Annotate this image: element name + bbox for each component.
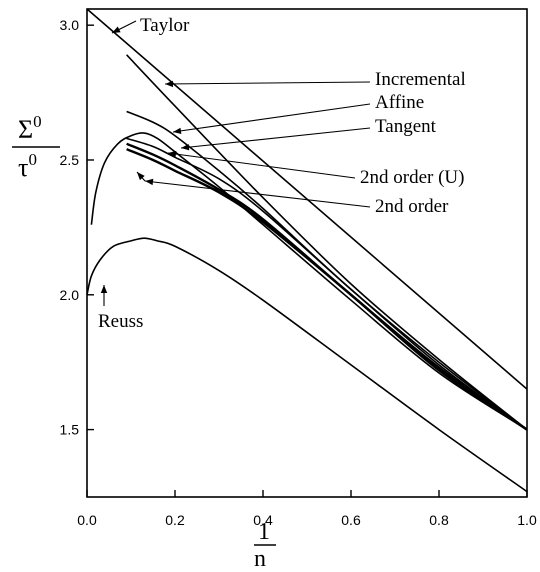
arrowhead-tangent: [181, 143, 190, 151]
x-tick-label-0-2: 0.2: [165, 512, 185, 528]
arrowhead-affine: [173, 127, 182, 135]
ticks: [86, 24, 528, 497]
series-upper: [90, 132, 528, 431]
arrowhead-2nd-order: [145, 178, 154, 186]
arrowhead-2nd-order-b: [137, 172, 145, 181]
arrowhead-reuss: [100, 285, 108, 293]
x-tick-label-0-8: 0.8: [429, 512, 449, 528]
label-2nd-order-u: 2nd order (U): [360, 167, 464, 188]
series-affine: [126, 110, 528, 431]
y-label-den-sup: 0: [28, 150, 37, 169]
y-tick-label-2-0: 2.0: [60, 287, 80, 303]
y-tick-label-1-5: 1.5: [60, 422, 80, 438]
arrowhead-2nd-order-u: [168, 150, 177, 158]
pointer-2nd-order-u: [167, 152, 356, 179]
x-tick-label-0-0: 0.0: [77, 512, 97, 528]
y-axis-label: Σ0 τ0: [12, 112, 60, 182]
x-tick-label-1-0: 1.0: [517, 512, 537, 528]
pointer-2nd-order: [144, 180, 371, 208]
svg-text:τ0: τ0: [18, 150, 37, 182]
plot-frame: [86, 8, 528, 498]
series-incremental: [126, 54, 528, 431]
y-label-num-sup: 0: [33, 112, 42, 131]
x-label-den: n: [254, 546, 266, 572]
y-label-den-base: τ: [18, 153, 28, 182]
label-reuss: Reuss: [98, 311, 143, 332]
series-2nd-order: [126, 148, 528, 431]
x-tick-label-0-6: 0.6: [341, 512, 361, 528]
label-2nd-order: 2nd order: [375, 196, 449, 217]
svg-text:Σ0: Σ0: [18, 112, 42, 144]
pointer-incremental: [164, 81, 371, 85]
y-tick-label-3-0: 3.0: [60, 17, 80, 33]
pointer-affine: [172, 103, 371, 133]
y-label-num-base: Σ: [18, 115, 33, 144]
arrowhead-incremental: [165, 80, 174, 88]
series-2nd-order-u: [126, 142, 528, 431]
series-taylor: [86, 8, 528, 390]
x-axis-label: 1 n: [254, 519, 276, 572]
pointer-tangent: [180, 127, 371, 149]
x-tick-label-0-4: 0.4: [253, 512, 273, 528]
label-tangent: Tangent: [375, 116, 437, 137]
annotation-pointers: [100, 20, 371, 306]
label-taylor: Taylor: [140, 15, 190, 36]
y-tick-label-2-5: 2.5: [60, 152, 80, 168]
series-tangent: [126, 137, 528, 431]
label-affine: Affine: [375, 92, 424, 113]
tick-labels: 0.0 0.2 0.4 0.6 0.8 1.0 1.5 2.0 2.5 3.0: [60, 17, 537, 528]
series-reuss: [86, 237, 528, 493]
arrowhead-taylor: [112, 26, 121, 33]
x-label-num: 1: [258, 519, 270, 545]
label-incremental: Incremental: [375, 69, 466, 90]
curves: [86, 8, 528, 493]
